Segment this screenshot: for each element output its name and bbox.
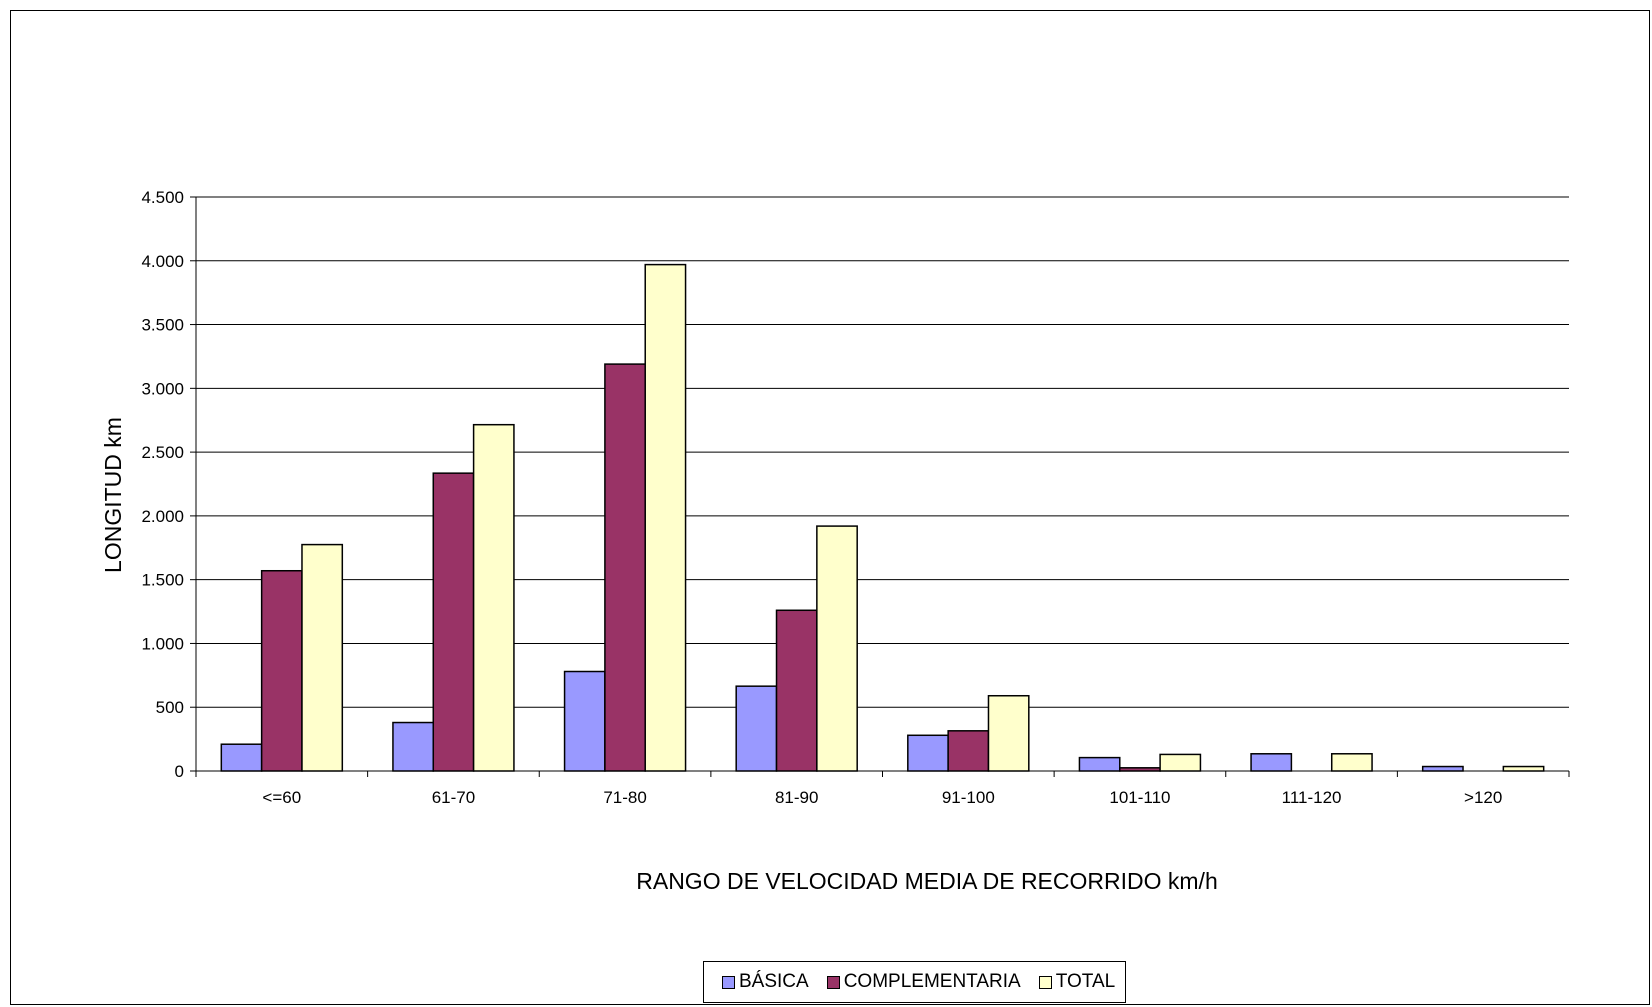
- y-tick-label: 500: [156, 698, 184, 717]
- y-tick-label: 2.000: [141, 507, 184, 526]
- x-tick-label: 91-100: [942, 788, 995, 807]
- y-tick-label: 1.000: [141, 634, 184, 653]
- y-axis-title: LONGITUD km: [100, 417, 126, 573]
- chart-area: 0 500 1.000 1.500 2.000 2.500 3.000 3.500 4.000 4…: [10, 10, 1650, 1005]
- legend-swatch: [1038, 975, 1052, 989]
- bar: [816, 525, 858, 772]
- bar: [1159, 753, 1202, 772]
- bar: [392, 721, 435, 772]
- x-tick-label: <=60: [262, 788, 301, 807]
- bar: [947, 730, 990, 772]
- legend-entry: BÁSICA: [722, 971, 809, 993]
- legend-label: TOTAL: [1055, 971, 1116, 992]
- bar: [563, 670, 606, 772]
- bars: [220, 263, 1545, 772]
- bar: [472, 423, 515, 772]
- bar: [1250, 753, 1293, 772]
- legend-entry: COMPLEMENTARIA: [826, 971, 1021, 993]
- bar: [987, 694, 1030, 772]
- gridlines: [196, 196, 1569, 708]
- bar: [907, 734, 949, 772]
- bar: [604, 363, 646, 772]
- bar-chart: 0 500 1.000 1.500 2.000 2.500 3.000 3.500 4.000 4…: [100, 188, 1570, 894]
- x-tick-label: 101-110: [1109, 788, 1170, 807]
- legend-label: COMPLEMENTARIA: [843, 971, 1021, 992]
- legend-label: BÁSICA: [739, 971, 809, 992]
- x-tick-label: 71-80: [603, 788, 646, 807]
- bar: [260, 569, 303, 772]
- legend: BÁSICA COMPLEMENTARIA TOTAL: [703, 961, 1127, 1003]
- bar: [301, 543, 344, 772]
- bar: [1502, 765, 1545, 772]
- bar: [432, 472, 475, 772]
- legend-entry: TOTAL: [1038, 971, 1116, 993]
- y-tick-label: 4.500: [141, 188, 184, 207]
- bar: [220, 743, 263, 772]
- legend-swatch: [826, 975, 840, 989]
- y-tick-label: 0: [175, 762, 184, 781]
- x-tick-label: 111-120: [1282, 788, 1342, 807]
- y-tick-label: 4.000: [141, 252, 184, 271]
- y-tick-label: 2.500: [141, 443, 184, 462]
- bar: [1330, 753, 1373, 772]
- x-tick-label: 61-70: [432, 788, 475, 807]
- x-axis-title: RANGO DE VELOCIDAD MEDIA DE RECORRIDO km…: [636, 868, 1217, 894]
- y-tick-label: 3.500: [141, 316, 184, 335]
- axes: 0 500 1.000 1.500 2.000 2.500 3.000 3.500 4.000 4…: [141, 188, 1570, 807]
- bar: [1421, 765, 1464, 772]
- x-tick-label: >120: [1464, 788, 1502, 807]
- bar: [1078, 756, 1121, 772]
- y-tick-label: 1.500: [141, 571, 184, 590]
- legend-swatch: [722, 975, 735, 989]
- bar: [644, 263, 687, 772]
- bar: [735, 685, 778, 772]
- bar: [775, 609, 818, 772]
- x-tick-label: 81-90: [775, 788, 818, 807]
- y-tick-label: 3.000: [141, 379, 184, 398]
